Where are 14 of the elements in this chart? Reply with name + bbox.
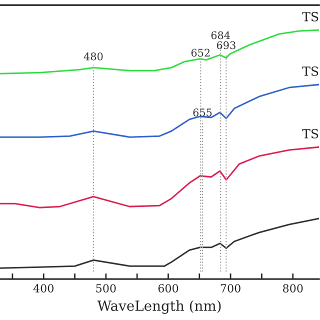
ref-line-label: 480 bbox=[84, 52, 103, 60]
series-label: TS bbox=[302, 66, 318, 76]
x-tick-label: 400 bbox=[33, 284, 54, 292]
ref-line-label: 652 bbox=[191, 48, 210, 57]
ref-line-label: 693 bbox=[216, 41, 236, 50]
series-label: TS bbox=[302, 12, 318, 22]
x-tick-label: 500 bbox=[96, 284, 116, 292]
series-label: TS bbox=[302, 128, 318, 138]
x-tick-label: 800 bbox=[283, 284, 303, 292]
x-axis-title: WaveLength (nm) bbox=[97, 300, 221, 314]
x-tick-label: 700 bbox=[220, 284, 240, 292]
ref-line-label: 684 bbox=[211, 31, 230, 40]
x-tick-label: 600 bbox=[158, 284, 178, 292]
ref-line-label: 655 bbox=[193, 108, 212, 116]
